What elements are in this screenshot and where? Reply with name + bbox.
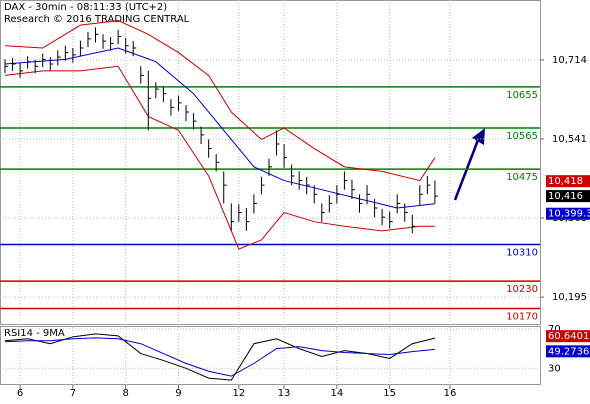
rsi-badge <box>546 330 590 343</box>
level-label: 10230 <box>506 284 538 295</box>
arrow-head <box>472 128 485 145</box>
x-tick-label: 12 <box>232 388 245 399</box>
price-badge <box>546 175 590 188</box>
rsi-tick-label: 30 <box>548 363 561 374</box>
level-label: 10475 <box>506 172 538 183</box>
rsi-badge-label: 60.6401 <box>548 331 589 342</box>
x-tick-label: 7 <box>70 388 76 399</box>
rsi-tick-label: 70 <box>548 324 561 335</box>
x-tick-label: 14 <box>330 388 343 399</box>
x-tick-label: 15 <box>383 388 396 399</box>
price-badge-label: 10,399.3 <box>548 209 590 220</box>
price-panel <box>0 0 541 325</box>
price-badge-label: 10,418 <box>548 176 583 187</box>
x-tick-label: 8 <box>122 388 128 399</box>
rsi-line <box>4 337 435 377</box>
arrow <box>453 139 480 201</box>
y-tick-label: 10,541 <box>552 134 587 145</box>
y-tick-label: 10,714 <box>552 55 587 66</box>
x-tick-label: 13 <box>278 388 291 399</box>
rsi-badge <box>546 345 590 358</box>
rsi-panel <box>0 326 541 385</box>
price-badge <box>546 190 590 203</box>
level-label: 10565 <box>506 131 538 142</box>
price-badge-label: 10,416 <box>548 191 583 202</box>
rsi-badge-label: 49.2736 <box>548 346 589 357</box>
price-badge <box>546 207 590 220</box>
chart-title: DAX - 30min - 08:11:33 (UTC+2) <box>4 2 167 13</box>
x-tick-label: 16 <box>444 388 457 399</box>
overlay-line <box>4 20 436 182</box>
level-label: 10170 <box>506 312 538 323</box>
overlay-line <box>4 47 435 209</box>
level-label: 10310 <box>506 248 538 259</box>
y-tick-label: 10,195 <box>552 292 587 303</box>
x-tick-label: 6 <box>17 388 23 399</box>
level-label: 10655 <box>506 90 538 101</box>
chart-subtitle: Research © 2016 TRADING CENTRAL <box>4 14 190 25</box>
x-tick-label: 9 <box>175 388 181 399</box>
overlay-line <box>4 65 435 250</box>
rsi-title: RSI14 - 9MA <box>4 328 65 339</box>
